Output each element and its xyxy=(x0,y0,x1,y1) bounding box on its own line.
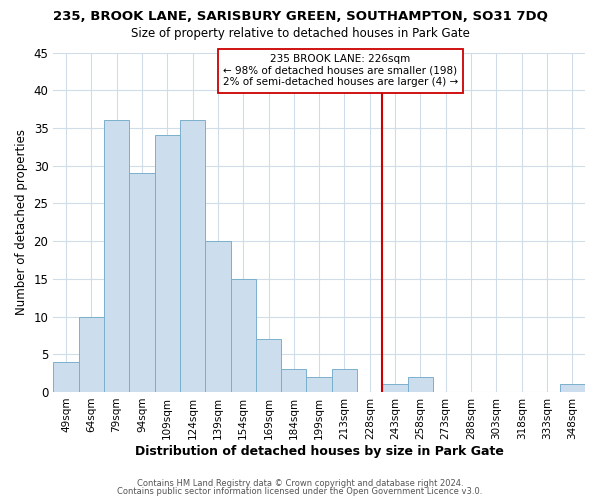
Text: Size of property relative to detached houses in Park Gate: Size of property relative to detached ho… xyxy=(131,28,469,40)
Bar xyxy=(307,377,332,392)
Bar xyxy=(256,339,281,392)
Text: Contains HM Land Registry data © Crown copyright and database right 2024.: Contains HM Land Registry data © Crown c… xyxy=(137,478,463,488)
Text: 235 BROOK LANE: 226sqm
← 98% of detached houses are smaller (198)
2% of semi-det: 235 BROOK LANE: 226sqm ← 98% of detached… xyxy=(223,54,458,88)
Bar xyxy=(408,377,433,392)
Bar xyxy=(79,316,104,392)
Bar xyxy=(332,370,357,392)
Y-axis label: Number of detached properties: Number of detached properties xyxy=(15,129,28,315)
Bar xyxy=(205,241,230,392)
Bar xyxy=(129,173,155,392)
Bar xyxy=(230,279,256,392)
Text: 235, BROOK LANE, SARISBURY GREEN, SOUTHAMPTON, SO31 7DQ: 235, BROOK LANE, SARISBURY GREEN, SOUTHA… xyxy=(53,10,547,23)
Bar xyxy=(560,384,585,392)
Bar xyxy=(382,384,408,392)
Bar xyxy=(180,120,205,392)
Bar xyxy=(53,362,79,392)
X-axis label: Distribution of detached houses by size in Park Gate: Distribution of detached houses by size … xyxy=(135,444,503,458)
Bar xyxy=(281,370,307,392)
Bar xyxy=(104,120,129,392)
Bar xyxy=(155,136,180,392)
Text: Contains public sector information licensed under the Open Government Licence v3: Contains public sector information licen… xyxy=(118,487,482,496)
